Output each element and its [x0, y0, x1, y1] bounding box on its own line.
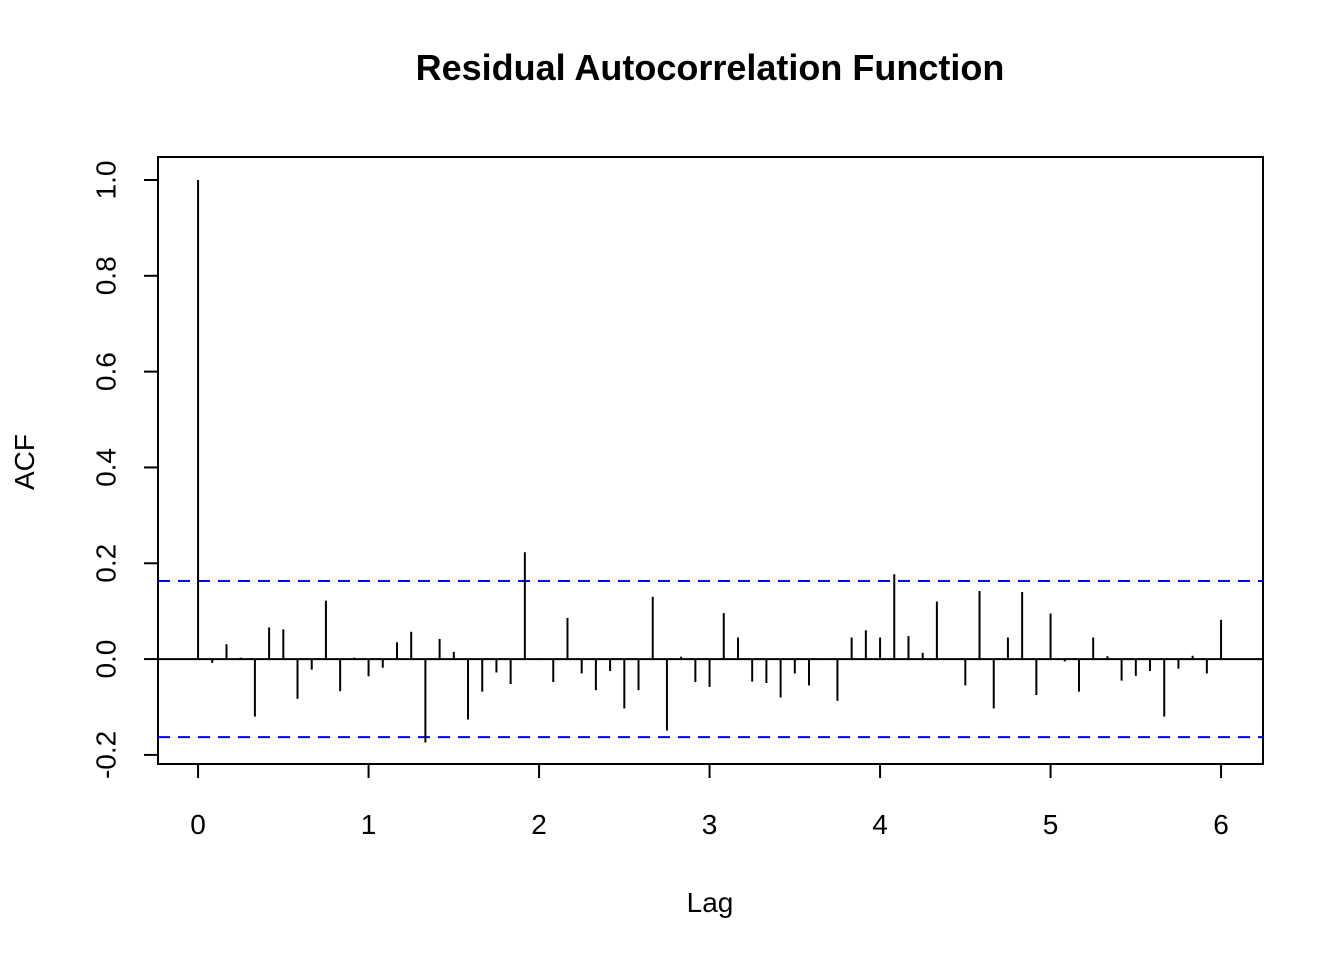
x-tick-label: 6	[1213, 809, 1229, 840]
y-tick-label: 1.0	[90, 161, 121, 200]
y-axis-label: ACF	[9, 434, 40, 490]
x-tick-label: 1	[361, 809, 377, 840]
x-tick-label: 3	[702, 809, 718, 840]
y-tick-label: -0.2	[90, 731, 121, 779]
x-tick-label: 0	[190, 809, 206, 840]
x-tick-label: 4	[872, 809, 888, 840]
y-tick-label: 0.0	[90, 640, 121, 679]
y-tick-label: 0.4	[90, 448, 121, 487]
x-tick-label: 5	[1043, 809, 1059, 840]
y-tick-label: 0.2	[90, 544, 121, 583]
y-tick-label: 0.8	[90, 256, 121, 295]
x-axis-label: Lag	[687, 887, 734, 918]
x-tick-label: 2	[531, 809, 547, 840]
y-tick-label: 0.6	[90, 352, 121, 391]
chart-title: Residual Autocorrelation Function	[416, 47, 1005, 88]
